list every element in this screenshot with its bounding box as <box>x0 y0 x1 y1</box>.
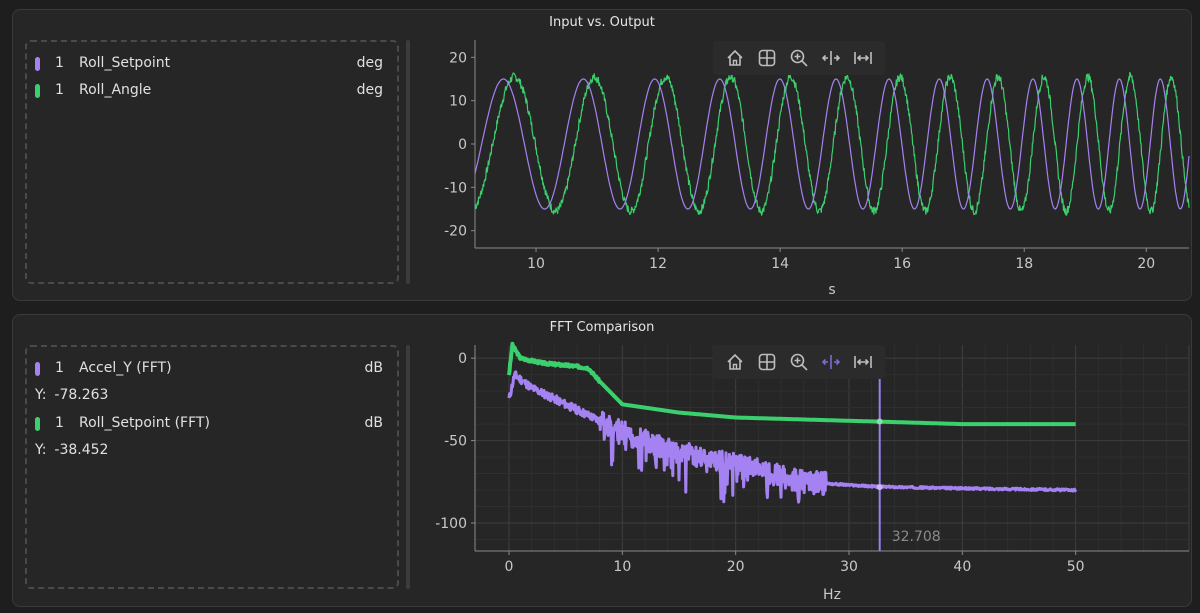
series-line-roll-angle <box>474 71 1190 217</box>
pan-x-button[interactable] <box>820 351 842 373</box>
legend-index: 1 <box>55 55 64 71</box>
legend-series-name: Accel_Y (FFT) <box>79 360 172 376</box>
series-color-swatch <box>35 417 40 431</box>
y-tick-label: 0 <box>458 351 467 367</box>
series-color-swatch <box>35 362 40 376</box>
legend-item-roll-angle[interactable]: 1 Roll_Angle deg <box>35 81 383 101</box>
fft-comparison-panel: FFT Comparison 1 Accel_Y (FFT) dB Y: -78.… <box>12 314 1192 607</box>
y-tick-label: 10 <box>449 94 467 110</box>
legend-index: 1 <box>55 415 64 431</box>
legend-unit: deg <box>356 55 383 71</box>
series-color-swatch <box>35 84 40 98</box>
grid-icon <box>758 353 776 371</box>
grid-toggle-button[interactable] <box>756 351 778 373</box>
grid-toggle-button[interactable] <box>756 47 778 69</box>
legend-unit: dB <box>364 415 384 431</box>
legend-index: 1 <box>55 82 64 98</box>
legend-item-roll-setpoint[interactable]: 1 Roll_Setpoint deg <box>35 54 383 74</box>
x-tick-label: 20 <box>1137 256 1155 272</box>
legend-scrollbar[interactable] <box>406 40 410 284</box>
x-tick-label: 10 <box>613 559 631 575</box>
input-output-chart[interactable]: 20 10 0 -10 -20 10 12 14 16 18 20 s <box>13 10 1191 300</box>
x-tick-label: 0 <box>505 559 514 575</box>
plot-toolbar <box>713 41 885 75</box>
legend-cursor-value: Y: -78.263 <box>35 387 108 403</box>
legend-series-name: Roll_Setpoint (FFT) <box>79 415 210 431</box>
y-tick-label: -50 <box>444 434 467 450</box>
zoom-button[interactable] <box>788 351 810 373</box>
fit-x-icon <box>854 356 872 368</box>
legend-cursor-value: Y: -38.452 <box>35 442 108 458</box>
y-tick-label: -100 <box>435 516 467 532</box>
plot-toolbar <box>713 345 885 379</box>
x-tick-label: 40 <box>953 559 971 575</box>
legend-item-roll-setpoint-fft[interactable]: 1 Roll_Setpoint (FFT) dB <box>35 414 383 434</box>
cursor-marker-green <box>876 418 883 425</box>
legend-scrollbar[interactable] <box>406 345 410 589</box>
x-tick-label: 10 <box>527 256 545 272</box>
zoom-button[interactable] <box>788 47 810 69</box>
cursor-value-label: Y: <box>35 387 47 403</box>
y-tick-label: -20 <box>444 224 467 240</box>
series-line-accel-y-fft <box>507 370 1078 504</box>
fit-x-icon <box>854 52 872 64</box>
home-button[interactable] <box>724 351 746 373</box>
zoom-icon <box>790 49 808 67</box>
legend-unit: deg <box>356 82 383 98</box>
home-icon <box>727 49 743 66</box>
series-color-swatch <box>35 57 40 71</box>
zoom-icon <box>790 353 808 371</box>
x-axis-label: s <box>828 282 835 298</box>
legend-unit: dB <box>364 360 384 376</box>
y-tick-label: 20 <box>449 50 467 66</box>
x-tick-label: 30 <box>840 559 858 575</box>
series-line-roll-setpoint <box>474 78 1190 210</box>
legend-index: 1 <box>55 360 64 376</box>
y-tick-label: 0 <box>458 137 467 153</box>
x-tick-label: 16 <box>893 256 911 272</box>
fit-x-button[interactable] <box>852 47 874 69</box>
panel-title: Input vs. Output <box>549 15 655 30</box>
fit-x-button[interactable] <box>852 351 874 373</box>
legend-item-accel-y-fft[interactable]: 1 Accel_Y (FFT) dB <box>35 359 383 379</box>
pan-x-icon <box>821 355 841 369</box>
x-tick-label: 20 <box>727 559 745 575</box>
x-tick-label: 12 <box>649 256 667 272</box>
legend-box: 1 Accel_Y (FFT) dB Y: -78.263 1 Roll_Setp… <box>25 345 399 589</box>
fft-comparison-chart[interactable]: 0 -50 -100 0 10 20 30 40 50 Hz 32.708 <box>13 315 1191 606</box>
pan-x-button[interactable] <box>820 47 842 69</box>
home-icon <box>727 353 743 370</box>
legend-series-name: Roll_Angle <box>79 82 152 98</box>
cursor-value: -78.263 <box>54 387 109 403</box>
x-axis-label: Hz <box>823 587 841 603</box>
legend-series-name: Roll_Setpoint <box>79 55 171 71</box>
cursor-value: -38.452 <box>54 442 109 458</box>
series-line-roll-setpoint-fft <box>507 341 1078 427</box>
panel-title: FFT Comparison <box>549 320 655 335</box>
pan-x-icon <box>821 51 841 65</box>
x-tick-label: 50 <box>1067 559 1085 575</box>
cursor-x-label: 32.708 <box>892 529 941 545</box>
home-button[interactable] <box>724 47 746 69</box>
x-tick-label: 14 <box>771 256 789 272</box>
cursor-marker-purple <box>876 484 883 491</box>
input-output-panel: Input vs. Output 1 Roll_Setpoint deg 1 R… <box>12 9 1192 301</box>
y-tick-label: -10 <box>444 180 467 196</box>
cursor-value-label: Y: <box>35 442 47 458</box>
grid-icon <box>758 49 776 67</box>
legend-box: 1 Roll_Setpoint deg 1 Roll_Angle deg <box>25 40 399 284</box>
x-tick-label: 18 <box>1015 256 1033 272</box>
